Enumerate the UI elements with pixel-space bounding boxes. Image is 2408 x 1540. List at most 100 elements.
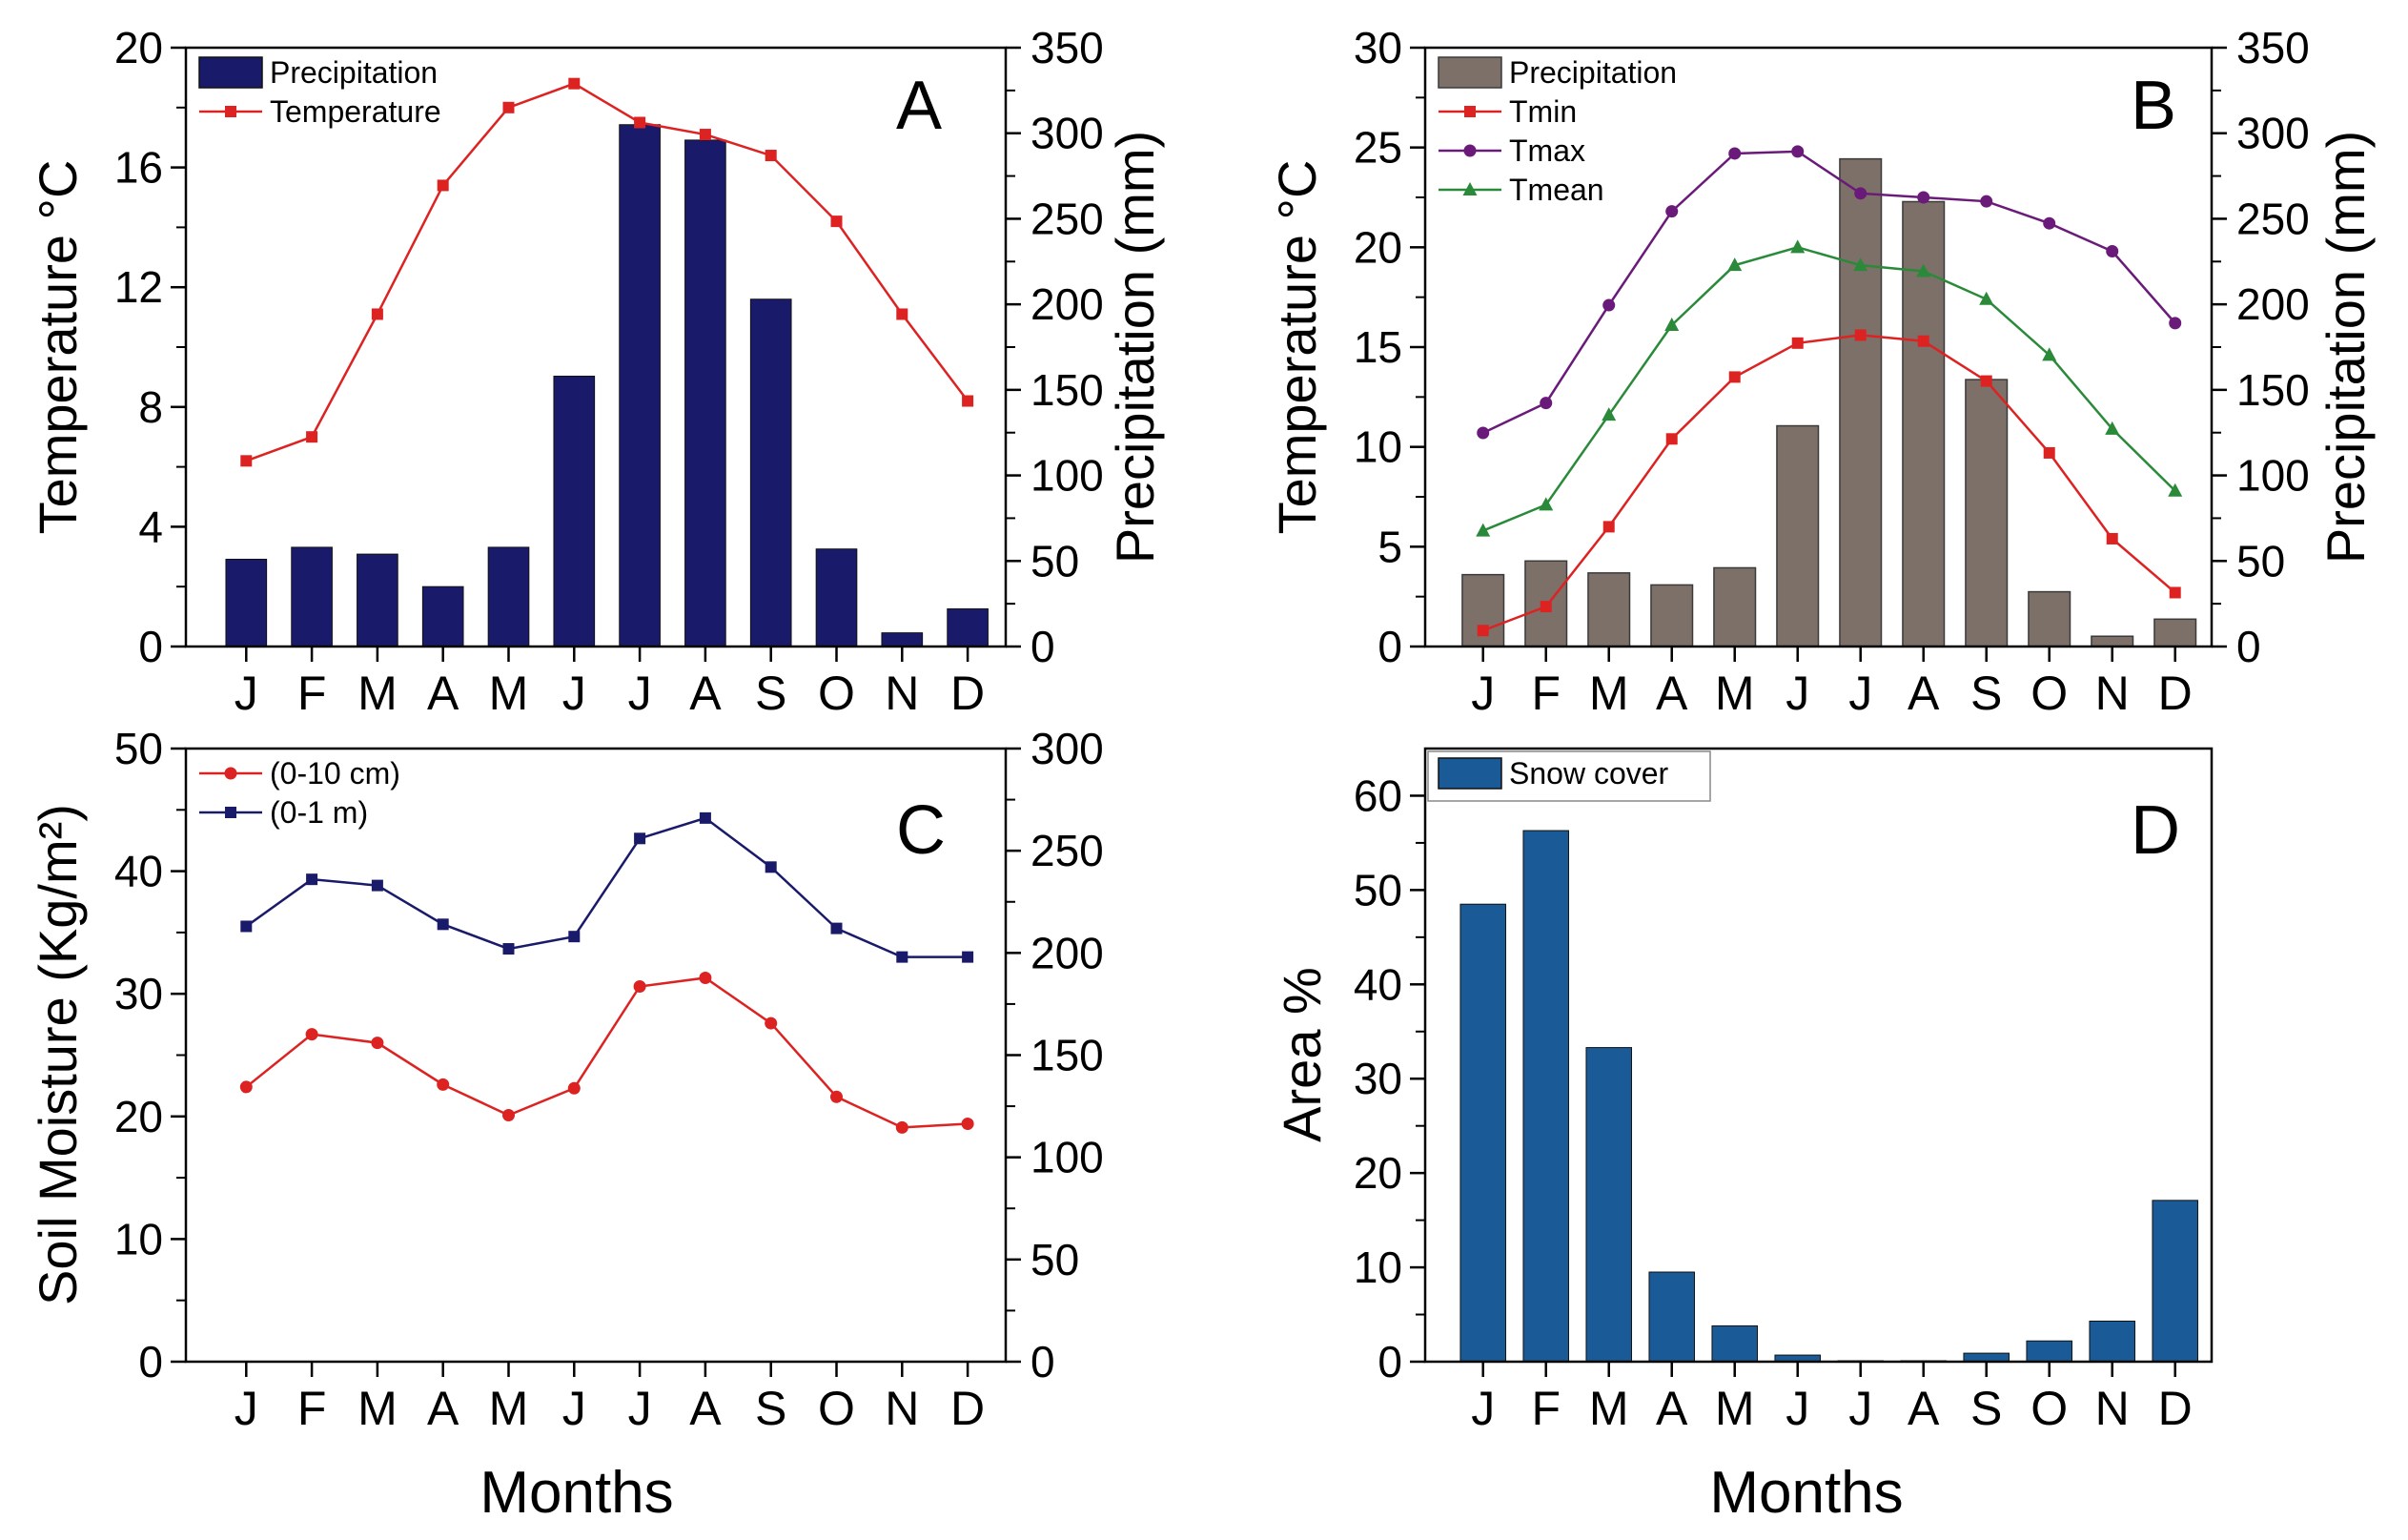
panel-a-ytick-label-4: 16 (114, 143, 163, 193)
panel-b-point-tmin-4 (1728, 371, 1741, 383)
panel-c-ytick-right-label-4: 200 (1031, 928, 1104, 977)
panel-b-point-tmin-9 (2043, 446, 2055, 459)
panel-a-ytick-label-0: 0 (138, 622, 163, 671)
panel-a-bar-11 (947, 608, 989, 647)
panel-b-ytick-label-0: 0 (1377, 622, 1402, 671)
panel-d-bar-11 (2152, 1200, 2198, 1363)
panel-d-month-label-5: J (1786, 1382, 1809, 1435)
panel-d-frame (1423, 747, 2214, 1364)
panel-b-bar-10 (2091, 635, 2134, 647)
panel-b-ylabel: Temperature °C (1267, 160, 1327, 535)
panel-a-month-label-5: J (562, 667, 586, 720)
panel-d-letter: D (2131, 792, 2180, 869)
panel-a-legend-marker-temperature (225, 106, 236, 117)
panel-b-legend-swatch-precipitation (1438, 56, 1502, 89)
panel-c-point-0-10-cm-10 (895, 1120, 908, 1134)
panel-b-point-tmean-6 (1853, 257, 1868, 272)
panel-c-point-0-10-cm-2 (371, 1037, 384, 1050)
panel-b-ytick-label-1: 5 (1377, 522, 1402, 571)
panel-a-point-temperature-8 (765, 150, 777, 162)
panel-b-point-tmean-3 (1664, 317, 1680, 331)
panel-a-ytick-label-2: 8 (138, 382, 163, 432)
panel-b-month-label-11: D (2158, 667, 2193, 720)
panel-a: J F M A M J J A S O N D0481216200501001502002503003… (28, 23, 1165, 720)
panel-a-bar-5 (553, 376, 596, 647)
panel-b-ytick-right-label-2: 100 (2236, 451, 2310, 501)
panel-a-lines (240, 77, 974, 467)
panel-d-ytick-label-0: 0 (1377, 1337, 1402, 1386)
panel-c-ylabel: Soil Moisture (Kg/m²) (28, 804, 88, 1305)
panel-b-ytick-right-label-0: 0 (2236, 622, 2261, 671)
panel-b-axes: J F M A M J J A S O N D0510152025300501001502002503… (1354, 23, 2310, 720)
panel-c-point-0-1-m-2 (371, 879, 383, 892)
panel-a-ytick-label-5: 20 (114, 23, 163, 72)
panel-c-point-0-1-m-11 (962, 951, 974, 963)
panel-c-legend-label-0-1-m: (0-1 m) (270, 795, 368, 830)
panel-b: J F M A M J J A S O N D0510152025300501001502002503… (1267, 23, 2376, 720)
panel-c-point-0-10-cm-4 (501, 1109, 515, 1122)
panel-d-legend-swatch-snow-cover (1438, 757, 1502, 790)
panel-b-lines (1476, 145, 2183, 637)
panel-d-bar-4 (1711, 1324, 1758, 1363)
panel-c-ytick-right-label-3: 150 (1031, 1031, 1104, 1080)
panel-c-line-0-1-m (245, 816, 969, 958)
panel-c-point-0-1-m-9 (830, 922, 843, 934)
panel-b-bar-2 (1587, 572, 1631, 647)
panel-b-point-tmax-5 (1791, 145, 1805, 158)
panel-b-point-tmax-0 (1477, 426, 1490, 440)
panel-a-point-temperature-1 (306, 431, 318, 443)
panel-c-point-0-10-cm-3 (437, 1078, 450, 1091)
panel-a-point-temperature-6 (634, 116, 646, 129)
panel-c-ytick-right-label-2: 100 (1031, 1133, 1104, 1182)
panel-c-ytick-right-label-5: 250 (1031, 826, 1104, 875)
panel-c-point-0-1-m-0 (240, 920, 253, 933)
panel-a-ytick-right-label-4: 200 (1031, 279, 1104, 329)
panel-a-point-temperature-7 (699, 129, 711, 141)
panel-b-point-tmin-8 (1980, 375, 1992, 387)
panel-b-point-tmax-7 (1917, 191, 1930, 204)
panel-b-bar-11 (2153, 618, 2197, 647)
panel-b-point-tmin-1 (1540, 601, 1552, 613)
panel-c-point-0-10-cm-11 (961, 1118, 974, 1131)
panel-d-ytick-label-1: 10 (1354, 1242, 1402, 1292)
panel-a-legend-swatch-precipitation (198, 56, 263, 89)
panel-d-bar-10 (2089, 1320, 2135, 1363)
panel-d-month-label-1: F (1531, 1382, 1561, 1435)
panel-c-legend-marker-0-1-m (225, 807, 236, 818)
panel-d-xlabel: Months (1709, 1460, 1903, 1526)
panel-c-ytick-right-label-6: 300 (1031, 724, 1104, 773)
panel-c-point-0-10-cm-8 (765, 1016, 778, 1030)
panel-c-point-0-1-m-1 (306, 873, 318, 886)
panel-a-month-label-2: M (357, 667, 398, 720)
panel-b-point-tmean-5 (1790, 239, 1806, 254)
panel-a-ytick-right-label-3: 150 (1031, 365, 1104, 415)
panel-a-month-label-6: J (628, 667, 652, 720)
panel-c-month-label-1: F (297, 1382, 327, 1435)
panel-c-point-0-1-m-6 (634, 832, 646, 845)
panel-b-month-label-1: F (1531, 667, 1561, 720)
panel-a-point-temperature-5 (568, 77, 581, 90)
panel-c-axes: J F M A M J J A S O N D0102030405005010015020025030… (114, 724, 1104, 1435)
panel-d-bar-0 (1459, 903, 1506, 1363)
panel-b-point-tmean-1 (1539, 497, 1554, 511)
panel-c: J F M A M J J A S O N D0102030405005010015020025030… (28, 724, 1104, 1526)
panel-b-ytick-right-label-3: 150 (2236, 365, 2310, 415)
panel-b-legend-label-tmean: Tmean (1509, 173, 1604, 207)
panel-c-month-label-9: O (818, 1382, 855, 1435)
panel-a-ylabel-right: Precipitation (mm) (1105, 131, 1165, 564)
panel-b-bar-6 (1839, 157, 1883, 647)
panel-a-ytick-right-label-7: 350 (1031, 23, 1104, 72)
panel-b-ytick-label-2: 10 (1354, 422, 1402, 472)
panel-c-point-0-1-m-5 (568, 931, 581, 943)
panel-c-point-0-1-m-4 (502, 943, 515, 955)
panel-b-month-label-9: O (2030, 667, 2068, 720)
panel-c-month-label-10: N (885, 1382, 919, 1435)
panel-d-ytick-label-3: 30 (1354, 1054, 1402, 1103)
panel-b-point-tmax-2 (1602, 298, 1616, 312)
panel-a-bar-2 (357, 553, 398, 647)
panel-a-ytick-right-label-1: 50 (1031, 536, 1079, 585)
panel-b-letter: B (2131, 68, 2176, 144)
panel-b-month-label-10: N (2095, 667, 2130, 720)
panel-a-month-label-7: A (689, 667, 722, 720)
